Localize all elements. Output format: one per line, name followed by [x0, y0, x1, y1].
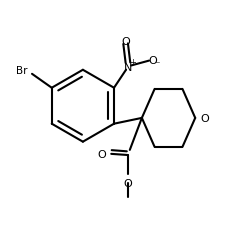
Text: ⁻: ⁻ — [155, 60, 160, 70]
Text: O: O — [124, 178, 132, 188]
Text: +: + — [129, 58, 136, 67]
Text: N: N — [124, 63, 132, 73]
Text: O: O — [97, 149, 106, 159]
Text: O: O — [148, 56, 157, 66]
Text: O: O — [121, 37, 130, 47]
Text: Br: Br — [16, 66, 27, 76]
Text: O: O — [200, 113, 209, 123]
